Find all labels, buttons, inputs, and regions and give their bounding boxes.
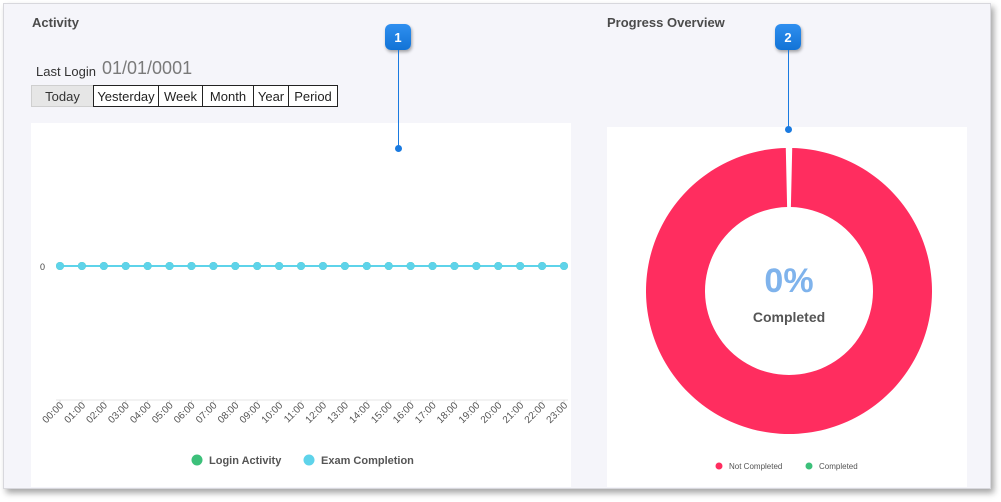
x-tick-label: 00:00 [41, 400, 67, 426]
period-button-week[interactable]: Week [158, 85, 203, 107]
callout-badge-1: 1 [385, 24, 411, 50]
percent-completed: 0% [764, 262, 813, 300]
data-point [297, 262, 306, 270]
x-tick-label: 11:00 [282, 400, 307, 425]
callout-dot-2 [785, 126, 792, 133]
x-tick-label: 13:00 [326, 400, 352, 426]
period-button-month[interactable]: Month [202, 85, 254, 107]
x-tick-label: 23:00 [545, 400, 571, 426]
activity-title: Activity [32, 15, 79, 30]
legend-marker-not-completed [715, 462, 723, 470]
callout-badge-2: 2 [775, 24, 801, 50]
last-login-value: 01/01/0001 [102, 58, 193, 78]
data-point [165, 262, 174, 270]
x-tick-label: 03:00 [106, 400, 132, 426]
x-tick-label: 06:00 [172, 400, 198, 426]
data-point [428, 262, 437, 270]
data-point [472, 262, 481, 270]
data-point [253, 262, 262, 270]
x-tick-label: 07:00 [194, 400, 220, 426]
data-point [494, 262, 503, 270]
data-point [516, 262, 525, 270]
data-point [56, 262, 64, 270]
period-selector: Today Yesterday Week Month Year Period [31, 85, 338, 107]
progress-donut-chart: 0% Completed Not Completed Completed [646, 148, 932, 471]
x-tick-label: 10:00 [260, 400, 286, 426]
period-button-year[interactable]: Year [253, 85, 289, 107]
x-tick-label: 17:00 [413, 400, 439, 426]
x-tick-label: 21:00 [501, 400, 527, 426]
x-tick-label: 08:00 [216, 400, 242, 426]
data-point [209, 262, 218, 270]
dashboard-frame: Activity Last Login 01/01/0001 Today Yes… [3, 3, 991, 489]
legend-marker-completed [805, 462, 813, 470]
data-point [275, 262, 284, 270]
donut-slice-not-completed [646, 148, 932, 434]
data-point [99, 262, 108, 270]
data-point [538, 262, 547, 270]
legend-label-completed: Completed [819, 462, 858, 471]
legend-marker-exam-completion [303, 454, 315, 466]
period-button-period[interactable]: Period [288, 85, 338, 107]
legend-marker-login-activity [191, 454, 203, 466]
data-point [340, 262, 349, 270]
activity-line-chart: 0 00:0001:0002:0003:0004:0005:0006:0007:0… [40, 262, 571, 467]
data-point [560, 262, 568, 270]
data-point [77, 262, 86, 270]
x-tick-label: 14:00 [347, 400, 373, 426]
callout-line-2 [788, 50, 789, 128]
x-tick-label: 15:00 [369, 400, 395, 426]
data-point [406, 262, 415, 270]
x-tick-label: 01:00 [63, 400, 89, 426]
data-point [450, 262, 459, 270]
data-point [362, 262, 371, 270]
x-tick-label: 18:00 [435, 400, 461, 426]
data-point [187, 262, 196, 270]
data-point [231, 262, 240, 270]
x-tick-label: 12:00 [304, 400, 330, 426]
y-tick-label: 0 [40, 262, 45, 272]
data-point [121, 262, 130, 270]
x-tick-label: 04:00 [128, 400, 154, 426]
x-tick-label: 20:00 [479, 400, 505, 426]
period-button-yesterday[interactable]: Yesterday [93, 85, 159, 107]
legend-label-login-activity: Login Activity [209, 455, 282, 467]
last-login-label: Last Login [36, 64, 96, 79]
data-point [143, 262, 152, 270]
period-button-today[interactable]: Today [31, 85, 94, 107]
activity-chart-panel: 0 00:00 01:00 02:00 03:00 04:00 05:00 06:00 07:0… [31, 123, 571, 487]
x-tick-label: 09:00 [238, 400, 264, 426]
x-tick-label: 19:00 [457, 400, 483, 426]
completed-caption: Completed [753, 309, 825, 325]
callout-line-1 [398, 50, 399, 148]
legend-label-not-completed: Not Completed [729, 462, 782, 471]
data-point [318, 262, 327, 270]
legend-label-exam-completion: Exam Completion [321, 455, 414, 467]
x-tick-label: 02:00 [84, 400, 110, 426]
progress-title: Progress Overview [607, 15, 725, 30]
callout-dot-1 [395, 145, 402, 152]
x-tick-label: 22:00 [523, 400, 549, 426]
x-tick-label: 16:00 [391, 400, 417, 426]
progress-chart-panel: 0% Completed Not Completed Completed [607, 127, 967, 487]
data-point [384, 262, 393, 270]
x-tick-label: 05:00 [150, 400, 176, 426]
